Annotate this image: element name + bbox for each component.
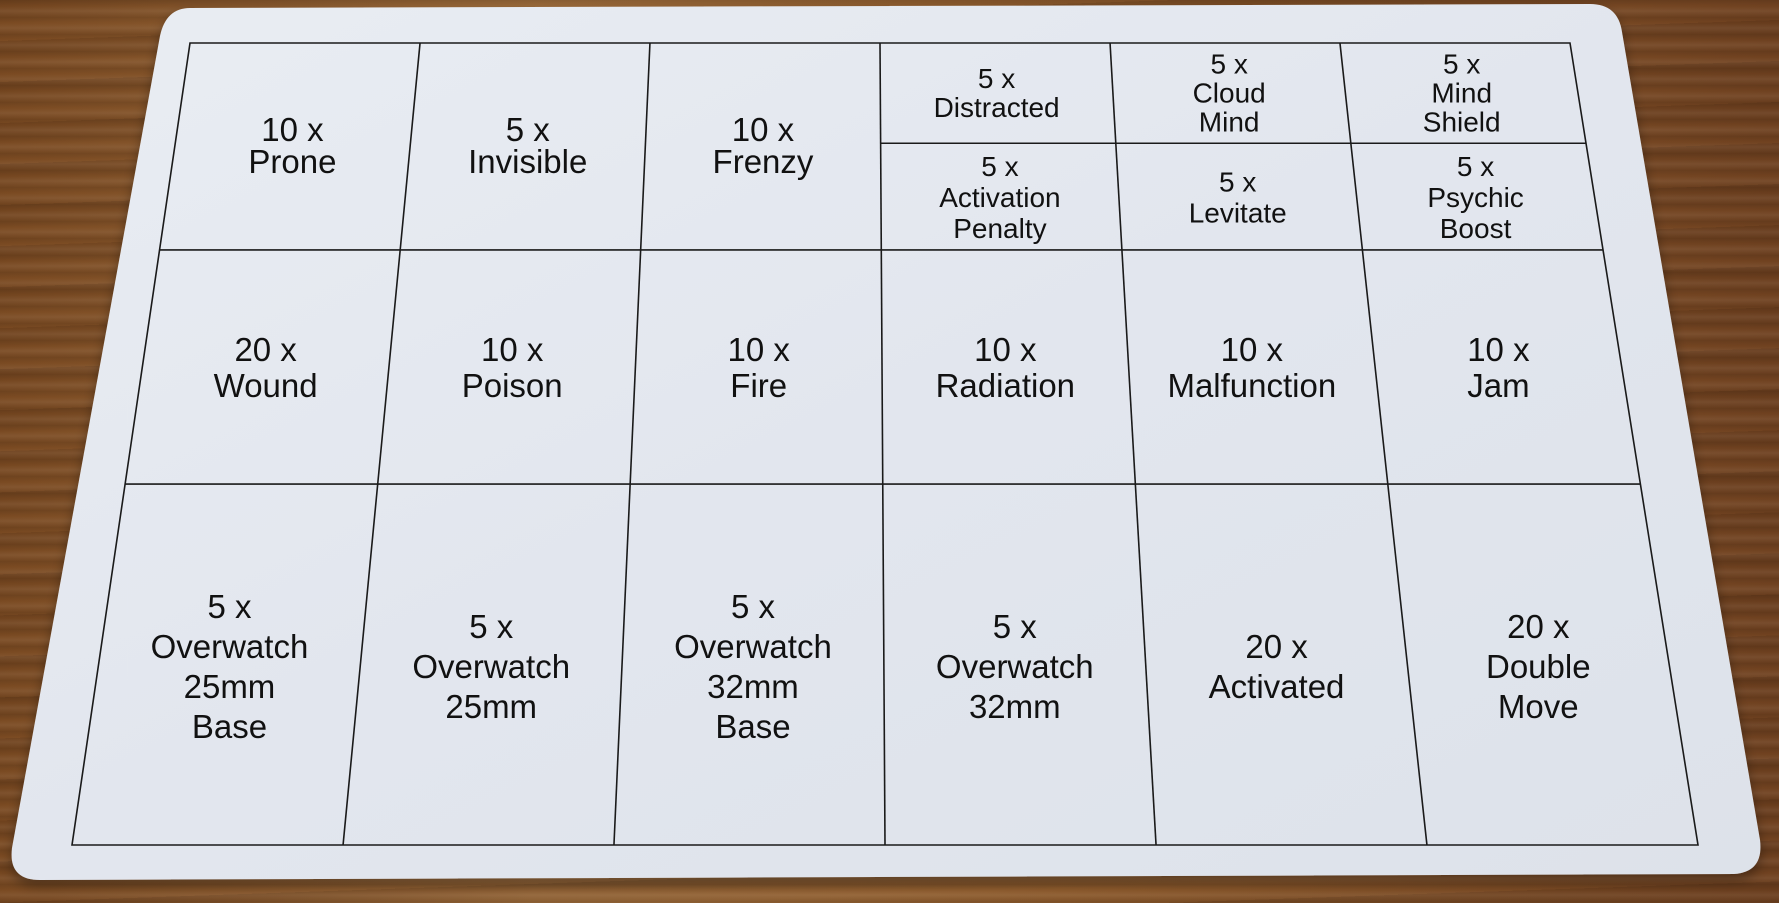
token-overwatch-32mm-3-quantity: 5 x [993, 608, 1038, 645]
token-activation-penalty-label: Activation [939, 182, 1060, 213]
token-invisible-label: Invisible [468, 143, 587, 180]
token-levitate-label: Levitate [1189, 197, 1287, 228]
token-poison-label: Poison [462, 367, 563, 404]
token-overwatch-25mm-1-label: Overwatch [412, 648, 570, 685]
column-divider-1 [342, 42, 421, 846]
token-radiation-quantity: 10 x [974, 331, 1037, 368]
column-divider-2 [613, 42, 651, 846]
token-cloud-mind-label: Cloud [1193, 78, 1266, 109]
token-mind-shield-label: Shield [1423, 107, 1501, 138]
token-activated-4-quantity: 20 x [1245, 628, 1308, 665]
token-overwatch-25mm-1-label: 25mm [445, 688, 537, 725]
token-psychic-boost-quantity: 5 x [1457, 151, 1494, 182]
token-prone-label: Prone [248, 143, 336, 180]
token-cloud-mind-label: Mind [1199, 107, 1260, 138]
token-double-move-5-label: Double [1486, 648, 1591, 685]
token-poison-quantity: 10 x [481, 331, 544, 368]
token-activation-penalty-quantity: 5 x [981, 151, 1018, 182]
token-malfunction-quantity: 10 x [1221, 331, 1284, 368]
token-fire-label: Fire [730, 367, 787, 404]
token-distracted-label: Distracted [934, 92, 1060, 123]
token-overwatch-32mm-base-2-label: Overwatch [674, 628, 832, 665]
token-mind-shield-label: Mind [1431, 78, 1492, 109]
token-psychic-boost-label: Psychic [1427, 182, 1523, 213]
token-psychic-boost-label: Boost [1440, 213, 1512, 244]
grid-border [71, 42, 1699, 846]
token-frenzy-quantity: 10 x [732, 111, 795, 148]
token-fire-quantity: 10 x [728, 331, 791, 368]
token-overwatch-25mm-base-0-label: Overwatch [151, 628, 309, 665]
token-overwatch-25mm-1-quantity: 5 x [469, 608, 514, 645]
token-invisible-quantity: 5 x [506, 111, 551, 148]
token-activated-4-label: Activated [1209, 668, 1345, 705]
token-levitate-quantity: 5 x [1219, 166, 1256, 197]
token-overwatch-32mm-3-label: 32mm [969, 688, 1061, 725]
token-wound-quantity: 20 x [234, 331, 297, 368]
token-cloud-mind-quantity: 5 x [1210, 49, 1247, 80]
column-divider-4 [1109, 42, 1157, 846]
token-overwatch-32mm-base-2-quantity: 5 x [731, 588, 776, 625]
token-distracted-quantity: 5 x [978, 63, 1015, 94]
token-overwatch-32mm-base-2-label: Base [715, 708, 790, 745]
token-overwatch-25mm-base-0-label: Base [192, 708, 267, 745]
column-divider-5 [1339, 42, 1428, 846]
token-radiation-label: Radiation [936, 367, 1075, 404]
token-jam-label: Jam [1467, 367, 1529, 404]
token-overwatch-25mm-base-0-quantity: 5 x [207, 588, 252, 625]
token-overwatch-32mm-3-label: Overwatch [936, 648, 1094, 685]
card-background [11, 4, 1761, 880]
token-double-move-5-quantity: 20 x [1507, 608, 1570, 645]
token-wound-label: Wound [214, 367, 318, 404]
token-grid [71, 42, 1699, 846]
token-double-move-5-label: Move [1498, 688, 1579, 725]
token-prone-quantity: 10 x [261, 111, 324, 148]
column-divider-3 [879, 42, 886, 846]
token-overwatch-32mm-base-2-label: 32mm [707, 668, 799, 705]
token-overwatch-25mm-base-0-label: 25mm [184, 668, 276, 705]
token-activation-penalty-label: Penalty [953, 213, 1046, 244]
token-malfunction-label: Malfunction [1167, 367, 1336, 404]
token-jam-quantity: 10 x [1467, 331, 1530, 368]
token-frenzy-label: Frenzy [713, 143, 814, 180]
token-mind-shield-quantity: 5 x [1443, 49, 1480, 80]
